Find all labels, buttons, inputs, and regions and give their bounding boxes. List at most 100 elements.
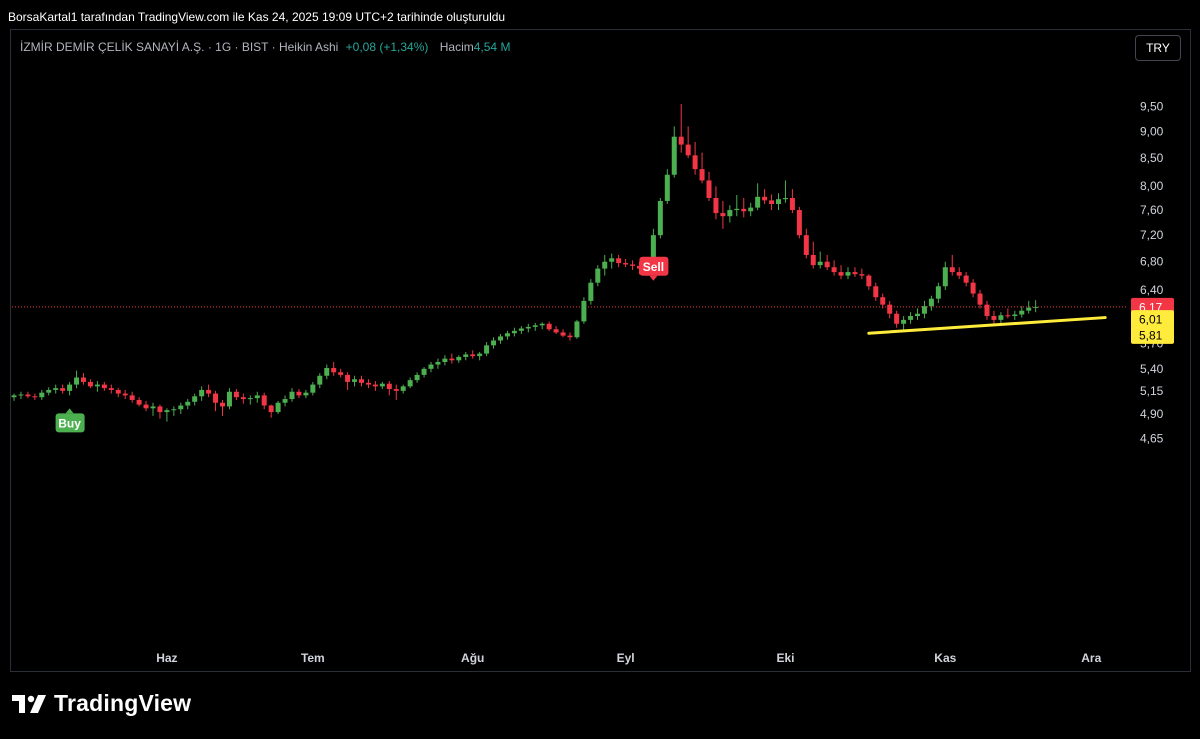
candle-body: [810, 254, 816, 266]
candle-body: [352, 379, 358, 382]
candle-body: [734, 208, 740, 211]
candle-body: [817, 261, 823, 266]
price-label-box: [1131, 325, 1174, 344]
candle-body: [414, 374, 420, 381]
candle-body: [491, 340, 497, 346]
candle-body: [581, 300, 587, 322]
price-label-box: [1131, 310, 1174, 329]
candle-body: [435, 361, 441, 365]
candle-body: [407, 380, 413, 387]
candle-body: [762, 196, 768, 201]
y-tick-label: 7,20: [1140, 228, 1164, 242]
candle-body: [539, 323, 545, 326]
y-tick-label: 9,00: [1140, 125, 1164, 139]
candle-body: [157, 406, 163, 413]
currency-button[interactable]: TRY: [1135, 35, 1181, 61]
candle-body: [226, 391, 232, 407]
candle-body: [567, 335, 573, 338]
candle-body: [769, 200, 775, 204]
candle-body: [53, 388, 59, 390]
y-tick-label: 9,50: [1140, 99, 1164, 113]
candle-body: [1012, 314, 1018, 317]
candle-body: [87, 381, 93, 387]
price-label: 6,01: [1139, 313, 1163, 327]
candle-body: [150, 406, 156, 409]
candle-body: [602, 261, 608, 269]
candle-body: [428, 364, 434, 369]
candle-body: [185, 401, 191, 406]
candle-body: [838, 272, 844, 276]
candle-body: [553, 329, 559, 333]
candle-body: [129, 395, 135, 400]
candle-body: [685, 144, 691, 156]
candle-body: [206, 389, 212, 394]
candle-body: [60, 388, 66, 391]
candle-body: [873, 286, 879, 298]
candle-body: [101, 384, 107, 389]
candle-body: [1019, 310, 1025, 315]
candle-body: [39, 392, 45, 398]
candle-body: [713, 197, 719, 214]
candle-body: [894, 313, 900, 324]
candle-body: [275, 402, 281, 413]
candle-body: [776, 199, 781, 204]
candle-body: [67, 384, 73, 391]
x-tick-label: Ağu: [461, 651, 484, 665]
candle-body: [956, 272, 962, 276]
candle-body: [915, 313, 920, 317]
y-tick-label: 5,15: [1140, 384, 1164, 398]
y-tick-label: 6,40: [1140, 283, 1164, 297]
sell-signal-label: Sell: [643, 260, 664, 274]
candle-body: [289, 391, 295, 400]
buy-signal-label: Buy: [58, 416, 81, 430]
candle-body: [94, 384, 100, 387]
candle-body: [664, 174, 670, 201]
candle-body: [421, 368, 427, 375]
candle-body: [164, 410, 170, 413]
candle-body: [477, 353, 483, 357]
candle-body: [310, 384, 316, 393]
candle-body: [282, 399, 288, 403]
tradingview-logo[interactable]: TradingView: [12, 690, 191, 717]
chart-frame: [10, 29, 1191, 672]
candle-body: [518, 328, 524, 331]
candle-body: [345, 374, 351, 382]
y-tick-label: 4,65: [1140, 431, 1164, 445]
candle-body: [296, 391, 302, 396]
candle-body: [845, 272, 851, 276]
candle-body: [998, 315, 1004, 320]
candle-body: [671, 136, 677, 175]
candle-body: [303, 392, 309, 396]
candle-body: [963, 275, 969, 283]
candle-body: [1005, 315, 1011, 317]
symbol-legend: İZMİR DEMİR ÇELİK SANAYİ A.Ş. · 1G · BIS…: [20, 40, 510, 54]
candle-body: [171, 409, 177, 411]
sell-signal-box: [639, 256, 669, 276]
candle-body: [178, 405, 184, 410]
candle-body: [115, 389, 121, 394]
candle-body: [623, 263, 629, 265]
x-tick-label: Haz: [156, 651, 177, 665]
candle-body: [650, 235, 656, 264]
candle-body: [532, 325, 538, 327]
candle-body: [782, 197, 788, 200]
candle-body: [108, 388, 114, 390]
candle-body: [74, 377, 80, 385]
x-tick-label: Kas: [934, 651, 956, 665]
candle-body: [1033, 306, 1039, 308]
candle-body: [220, 402, 225, 407]
candle-body: [136, 399, 142, 405]
x-tick-label: Tem: [301, 651, 325, 665]
candle-body: [122, 393, 128, 396]
candle-body: [393, 389, 399, 391]
candle-body: [463, 354, 469, 357]
y-tick-label: 8,50: [1140, 151, 1164, 165]
candle-body: [859, 274, 865, 276]
candle-body: [81, 377, 86, 382]
candle-body: [609, 258, 615, 262]
candle-body: [511, 330, 517, 334]
candle-body: [379, 383, 385, 387]
candle-body: [372, 384, 378, 387]
candle-body: [852, 272, 858, 275]
